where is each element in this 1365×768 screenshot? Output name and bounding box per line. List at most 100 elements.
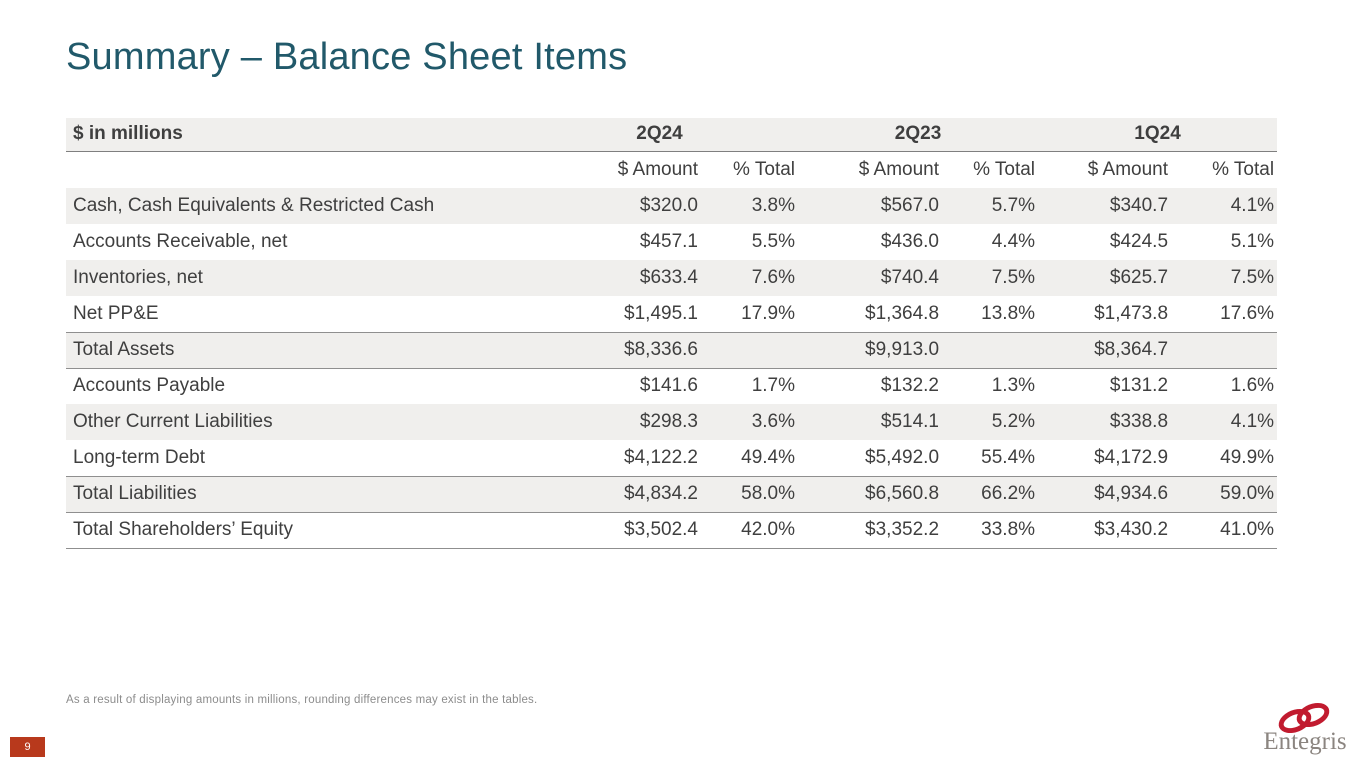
pct-cell: 1.6% bbox=[1230, 375, 1275, 397]
footnote-text: As a result of displaying amounts in mil… bbox=[66, 694, 538, 706]
amount-cell: $740.4 bbox=[798, 260, 943, 296]
amount-cell: $340.7 bbox=[1038, 188, 1172, 224]
pct-cell: 1.7% bbox=[751, 375, 796, 397]
table-row: Total Shareholders’ Equity $3,502.4 42.0% $… bbox=[66, 512, 1278, 549]
row-label: Inventories, net bbox=[66, 260, 521, 296]
pct-cell: 4.4% bbox=[991, 231, 1036, 252]
row-label: Long-term Debt bbox=[66, 440, 521, 477]
amount-cell: $8,364.7 bbox=[1038, 332, 1172, 369]
row-label: Total Liabilities bbox=[66, 476, 521, 513]
pct-cell: 4.1% bbox=[1171, 188, 1278, 224]
subheader-pct: % Total bbox=[701, 151, 799, 188]
pct-cell: 13.8% bbox=[942, 296, 1039, 333]
amount-cell: $514.1 bbox=[798, 404, 943, 440]
table-row: Long-term Debt $4,122.2 49.4% $5,492.0 55.4%… bbox=[66, 440, 1278, 477]
page-number-badge: 9 bbox=[10, 737, 45, 757]
table-row: Inventories, net $633.4 7.6% $740.4 7.5% $625… bbox=[66, 260, 1278, 296]
amount-cell: $131.2 bbox=[1109, 375, 1169, 397]
subheader-spacer bbox=[66, 151, 521, 188]
amount-cell: $3,502.4 bbox=[521, 512, 701, 549]
amount-cell: $1,495.1 bbox=[521, 296, 701, 333]
pct-cell: 5.5% bbox=[751, 231, 796, 252]
page-title: Summary – Balance Sheet Items bbox=[66, 36, 628, 78]
pct-cell: 5.1% bbox=[1230, 231, 1275, 252]
amount-cell: $141.6 bbox=[639, 375, 698, 397]
pct-cell: 7.6% bbox=[701, 260, 799, 296]
amount-cell: $9,913.0 bbox=[798, 332, 943, 369]
subheader-pct: % Total bbox=[1171, 151, 1278, 188]
amount-cell: $6,560.8 bbox=[798, 476, 943, 513]
quarter-header-2q24: 2Q24 bbox=[521, 118, 799, 152]
table-subheader-row: $ Amount % Total $ Amount % Total $ Amou… bbox=[66, 151, 1278, 188]
pct-cell: 41.0% bbox=[1171, 512, 1278, 549]
table-header-row: $ in millions 2Q24 2Q23 1Q24 bbox=[66, 118, 1278, 152]
pct-cell: 7.5% bbox=[942, 260, 1039, 296]
pct-cell: 42.0% bbox=[701, 512, 799, 549]
pct-cell: 17.9% bbox=[701, 296, 799, 333]
amount-cell: $1,473.8 bbox=[1038, 296, 1172, 333]
amount-cell: $625.7 bbox=[1038, 260, 1172, 296]
pct-cell: 1.3% bbox=[991, 375, 1036, 397]
table-row: Accounts Payable $141.6 1.7% $132.2 1.3% $131… bbox=[66, 368, 1277, 404]
balance-sheet-table: $ in millions 2Q24 2Q23 1Q24 $ Amount % … bbox=[66, 118, 1278, 549]
table-row: Total Liabilities $4,834.2 58.0% $6,560.8 66… bbox=[66, 476, 1278, 513]
amount-cell: $8,336.6 bbox=[521, 332, 701, 369]
pct-cell: 3.8% bbox=[701, 188, 799, 224]
table-body: Cash, Cash Equivalents & Restricted Cash… bbox=[66, 188, 1278, 549]
amount-cell: $457.1 bbox=[639, 231, 698, 252]
amount-cell: $633.4 bbox=[521, 260, 701, 296]
pct-cell: 49.4% bbox=[701, 440, 799, 477]
amount-cell: $338.8 bbox=[1038, 404, 1172, 440]
pct-cell: 66.2% bbox=[942, 476, 1039, 513]
pct-cell: 59.0% bbox=[1171, 476, 1278, 513]
pct-cell: 3.6% bbox=[701, 404, 799, 440]
unit-label: $ in millions bbox=[66, 118, 521, 152]
table-row: Net PP&E $1,495.1 17.9% $1,364.8 13.8% $1,473… bbox=[66, 296, 1278, 333]
pct-cell bbox=[1171, 332, 1278, 369]
pct-cell: 58.0% bbox=[701, 476, 799, 513]
amount-cell: $4,172.9 bbox=[1038, 440, 1172, 477]
row-label: Cash, Cash Equivalents & Restricted Cash bbox=[66, 188, 521, 224]
row-label: Other Current Liabilities bbox=[66, 404, 521, 440]
entegris-logo: Entegris bbox=[1260, 698, 1350, 758]
amount-cell: $320.0 bbox=[521, 188, 701, 224]
pct-cell bbox=[942, 332, 1039, 369]
table-row: Cash, Cash Equivalents & Restricted Cash… bbox=[66, 188, 1278, 224]
subheader-amount: $ Amount bbox=[521, 151, 701, 188]
pct-cell: 4.1% bbox=[1171, 404, 1278, 440]
subheader-amount: $ Amount bbox=[1038, 151, 1172, 188]
table-row: Total Assets $8,336.6 $9,913.0 $8,364.7 bbox=[66, 332, 1278, 369]
subheader-pct: % Total bbox=[942, 151, 1039, 188]
amount-cell: $4,834.2 bbox=[521, 476, 701, 513]
amount-cell: $4,122.2 bbox=[521, 440, 701, 477]
amount-cell: $1,364.8 bbox=[798, 296, 943, 333]
amount-cell: $424.5 bbox=[1109, 231, 1169, 252]
amount-cell: $3,352.2 bbox=[798, 512, 943, 549]
pct-cell: 49.9% bbox=[1171, 440, 1278, 477]
page-number: 9 bbox=[24, 741, 31, 753]
row-label: Total Shareholders’ Equity bbox=[66, 512, 521, 549]
table-row: Other Current Liabilities $298.3 3.6% $514.… bbox=[66, 404, 1278, 440]
pct-cell: 5.2% bbox=[942, 404, 1039, 440]
amount-cell: $132.2 bbox=[880, 375, 940, 397]
quarter-header-2q23: 2Q23 bbox=[798, 118, 1039, 152]
amount-cell: $4,934.6 bbox=[1038, 476, 1172, 513]
entegris-wordmark: Entegris bbox=[1263, 728, 1347, 755]
pct-cell: 55.4% bbox=[942, 440, 1039, 477]
pct-cell: 5.7% bbox=[942, 188, 1039, 224]
pct-cell: 33.8% bbox=[942, 512, 1039, 549]
subheader-amount: $ Amount bbox=[798, 151, 943, 188]
quarter-header-1q24: 1Q24 bbox=[1038, 118, 1278, 152]
row-label: Net PP&E bbox=[66, 296, 521, 333]
row-label: Total Assets bbox=[66, 332, 521, 369]
table-row: Accounts Receivable, net $457.1 5.5% $436.0… bbox=[66, 224, 1277, 260]
amount-cell: $436.0 bbox=[880, 231, 940, 252]
amount-cell: $298.3 bbox=[521, 404, 701, 440]
pct-cell bbox=[701, 332, 799, 369]
amount-cell: $5,492.0 bbox=[798, 440, 943, 477]
pct-cell: 7.5% bbox=[1171, 260, 1278, 296]
amount-cell: $3,430.2 bbox=[1038, 512, 1172, 549]
row-label: Accounts Receivable, net bbox=[73, 231, 288, 252]
row-label: Accounts Payable bbox=[73, 375, 226, 397]
amount-cell: $567.0 bbox=[798, 188, 943, 224]
